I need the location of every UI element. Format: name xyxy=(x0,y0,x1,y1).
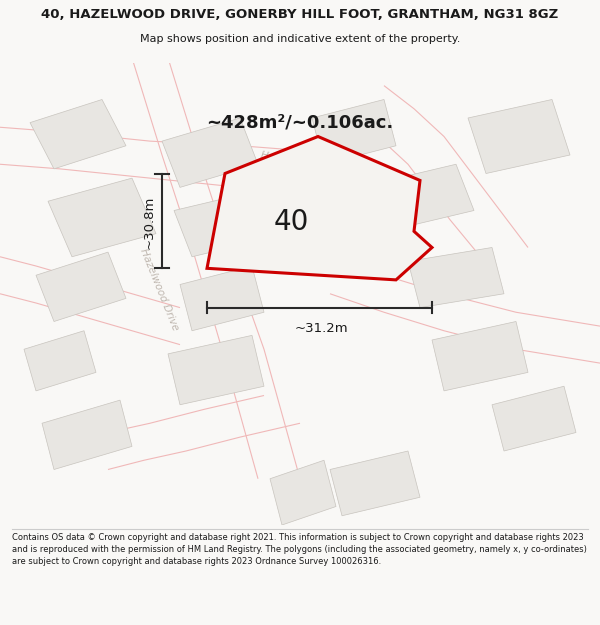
Polygon shape xyxy=(378,164,474,229)
Polygon shape xyxy=(180,266,264,331)
Polygon shape xyxy=(48,178,156,257)
Text: Contains OS data © Crown copyright and database right 2021. This information is : Contains OS data © Crown copyright and d… xyxy=(12,533,587,566)
Polygon shape xyxy=(408,248,504,308)
Text: Hazelwood Drive: Hazelwood Drive xyxy=(259,150,347,178)
Polygon shape xyxy=(270,460,336,525)
Polygon shape xyxy=(312,99,396,164)
Text: ~31.2m: ~31.2m xyxy=(294,321,348,334)
Polygon shape xyxy=(330,451,420,516)
Polygon shape xyxy=(162,118,258,188)
Polygon shape xyxy=(468,99,570,174)
Polygon shape xyxy=(207,136,432,280)
Text: Hazelwood Drive: Hazelwood Drive xyxy=(138,247,180,332)
Polygon shape xyxy=(36,252,126,321)
Text: Map shows position and indicative extent of the property.: Map shows position and indicative extent… xyxy=(140,34,460,44)
Polygon shape xyxy=(174,192,270,257)
Polygon shape xyxy=(24,331,96,391)
Polygon shape xyxy=(30,99,126,169)
Text: ~30.8m: ~30.8m xyxy=(142,196,155,249)
Polygon shape xyxy=(42,400,132,469)
Polygon shape xyxy=(432,321,528,391)
Text: 40, HAZELWOOD DRIVE, GONERBY HILL FOOT, GRANTHAM, NG31 8GZ: 40, HAZELWOOD DRIVE, GONERBY HILL FOOT, … xyxy=(41,8,559,21)
Polygon shape xyxy=(492,386,576,451)
Text: 40: 40 xyxy=(274,208,308,236)
Text: ~428m²/~0.106ac.: ~428m²/~0.106ac. xyxy=(206,114,394,132)
Polygon shape xyxy=(168,336,264,405)
